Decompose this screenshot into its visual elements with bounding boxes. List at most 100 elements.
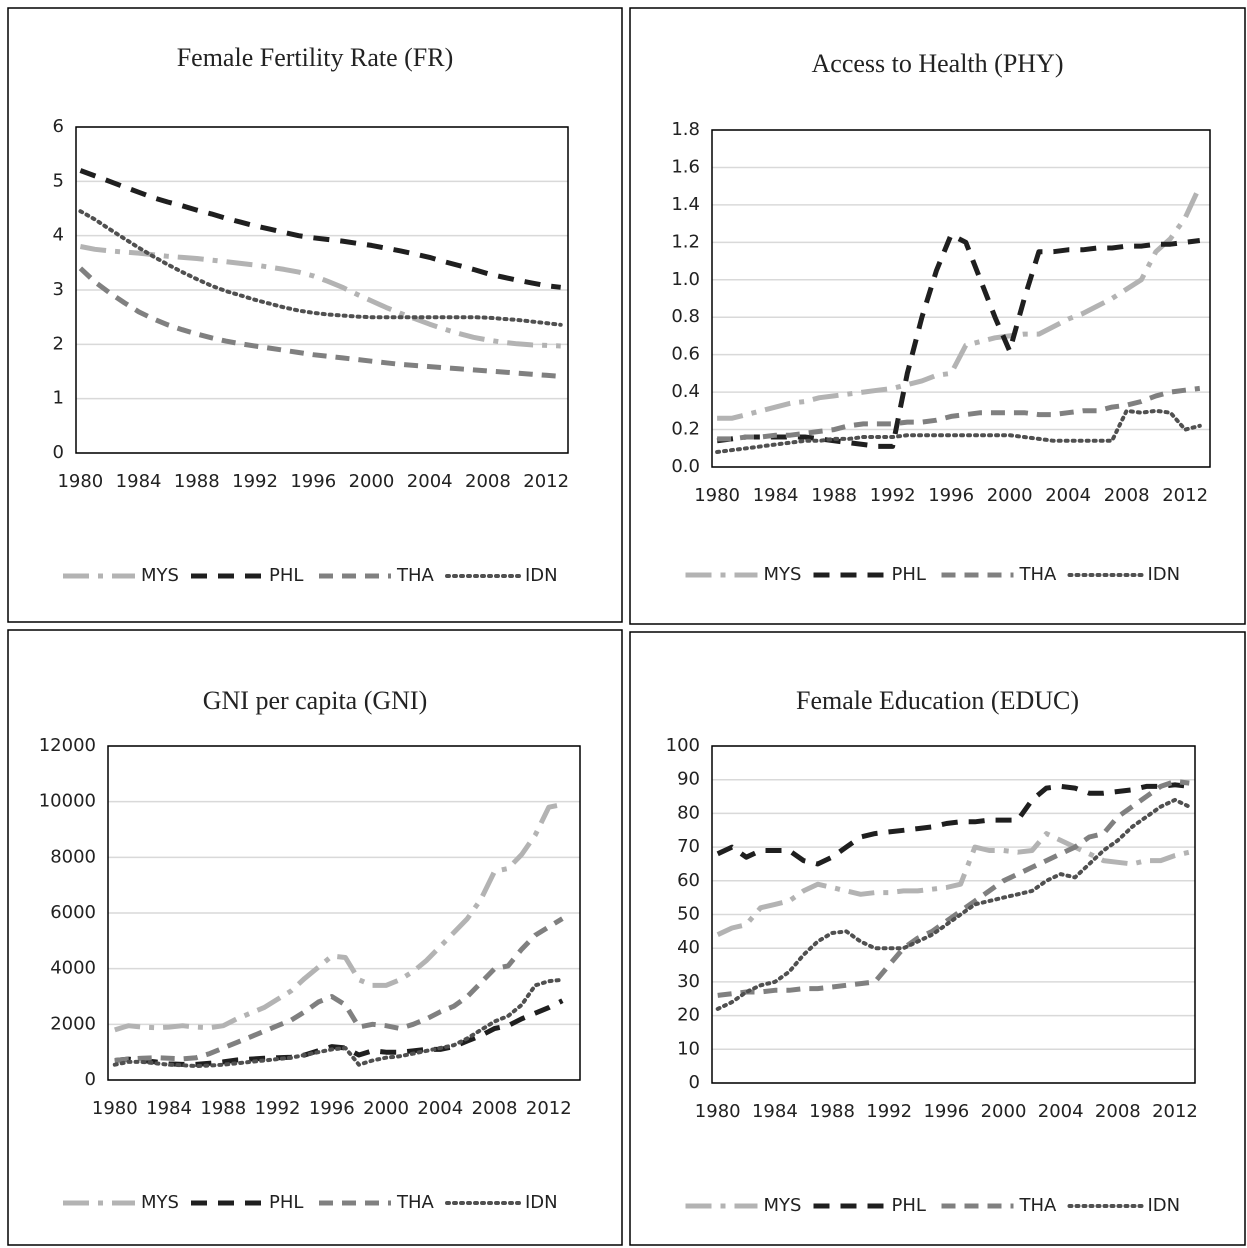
legend-label: THA <box>396 565 435 586</box>
x-tick-label: 1988 <box>811 485 857 506</box>
x-tick-label: 1980 <box>92 1098 138 1119</box>
legend-label: PHL <box>269 565 303 586</box>
x-tick-label: 2000 <box>981 1101 1027 1122</box>
legend-label: MYS <box>141 565 179 586</box>
panel-border <box>629 631 1246 1246</box>
x-tick-label: 1992 <box>866 1101 912 1122</box>
series-line <box>78 266 561 379</box>
series-line <box>114 916 564 1063</box>
x-tick-label: 1996 <box>309 1098 355 1119</box>
y-tick-label: 2000 <box>50 1013 96 1034</box>
legend-label: MYS <box>764 564 802 585</box>
y-tick-label: 70 <box>677 836 700 857</box>
legend-label: PHL <box>269 1192 303 1213</box>
x-tick-label: 2012 <box>1162 485 1208 506</box>
chart-title: GNI per capita (GNI) <box>203 686 428 715</box>
plot-border <box>75 126 569 454</box>
chart-title: Female Education (EDUC) <box>796 686 1079 715</box>
plot-border <box>107 745 581 1081</box>
plot-border <box>711 745 1196 1084</box>
panel-border <box>7 629 623 1246</box>
x-tick-label: 2008 <box>472 1098 518 1119</box>
x-tick-label: 2004 <box>1045 485 1091 506</box>
y-tick-label: 80 <box>677 802 700 823</box>
x-tick-label: 1984 <box>146 1098 192 1119</box>
y-tick-label: 40 <box>677 937 700 958</box>
y-tick-label: 0 <box>689 1072 700 1093</box>
legend-label: IDN <box>1148 1195 1181 1216</box>
series-line <box>716 831 1190 937</box>
x-tick-label: 1984 <box>752 1101 798 1122</box>
y-tick-label: 1.2 <box>671 231 700 252</box>
x-tick-label: 1996 <box>928 485 974 506</box>
y-tick-label: 4000 <box>50 958 96 979</box>
series-line <box>715 797 1192 1011</box>
x-tick-label: 1988 <box>174 471 220 492</box>
x-tick-label: 1996 <box>923 1101 969 1122</box>
y-tick-label: 0 <box>53 442 64 463</box>
panel-border <box>7 7 623 623</box>
y-tick-label: 10000 <box>39 791 96 812</box>
series-line <box>114 998 564 1067</box>
series-line <box>716 782 1190 867</box>
y-tick-label: 100 <box>666 735 700 756</box>
x-tick-label: 2000 <box>349 471 395 492</box>
x-tick-label: 1984 <box>116 471 162 492</box>
y-tick-label: 20 <box>677 1005 700 1026</box>
legend-label: IDN <box>525 565 558 586</box>
x-tick-label: 1992 <box>232 471 278 492</box>
y-tick-label: 60 <box>677 870 700 891</box>
series-line <box>78 209 563 327</box>
legend-label: THA <box>1019 1195 1058 1216</box>
legend-label: PHL <box>892 1195 926 1216</box>
y-tick-label: 0.6 <box>671 344 700 365</box>
chart-title: Access to Health (PHY) <box>812 49 1064 78</box>
series-line <box>717 778 1190 998</box>
series-line <box>715 408 1202 454</box>
y-tick-label: 3 <box>53 279 64 300</box>
x-tick-label: 2004 <box>407 471 453 492</box>
x-tick-label: 1988 <box>200 1098 246 1119</box>
y-tick-label: 10 <box>677 1038 700 1059</box>
x-tick-label: 2008 <box>1095 1101 1141 1122</box>
series-line <box>112 977 565 1069</box>
y-tick-label: 12000 <box>39 735 96 756</box>
legend-label: IDN <box>525 1192 558 1213</box>
y-tick-label: 8000 <box>50 846 96 867</box>
legend-label: PHL <box>892 564 926 585</box>
x-tick-label: 1980 <box>57 471 103 492</box>
x-tick-label: 2004 <box>417 1098 463 1119</box>
y-tick-label: 6 <box>53 116 64 137</box>
y-tick-label: 90 <box>677 769 700 790</box>
panel-border <box>629 7 1246 625</box>
x-tick-label: 2008 <box>465 471 511 492</box>
y-tick-label: 1.8 <box>671 119 700 140</box>
y-tick-label: 0.0 <box>671 456 700 477</box>
series-line <box>79 168 561 290</box>
x-tick-label: 2008 <box>1104 485 1150 506</box>
y-tick-label: 4 <box>53 225 64 246</box>
series-line <box>717 385 1201 442</box>
x-tick-label: 1992 <box>255 1098 301 1119</box>
x-tick-label: 1980 <box>695 1101 741 1122</box>
y-tick-label: 6000 <box>50 902 96 923</box>
series-line <box>717 185 1203 421</box>
x-tick-label: 2012 <box>526 1098 572 1119</box>
y-tick-label: 1.0 <box>671 269 700 290</box>
x-tick-label: 2012 <box>1152 1101 1198 1122</box>
y-tick-label: 5 <box>53 170 64 191</box>
x-tick-label: 1996 <box>290 471 336 492</box>
x-tick-label: 2004 <box>1038 1101 1084 1122</box>
x-tick-label: 2000 <box>363 1098 409 1119</box>
series-line <box>79 244 561 349</box>
x-tick-label: 2000 <box>987 485 1033 506</box>
y-tick-label: 1.6 <box>671 156 700 177</box>
y-tick-label: 30 <box>677 971 700 992</box>
legend-label: MYS <box>141 1192 179 1213</box>
y-tick-label: 0.4 <box>671 381 700 402</box>
plot-border <box>711 129 1211 468</box>
chart-title: Female Fertility Rate (FR) <box>177 43 454 72</box>
x-tick-label: 1984 <box>753 485 799 506</box>
y-tick-label: 50 <box>677 904 700 925</box>
legend-label: IDN <box>1148 564 1181 585</box>
